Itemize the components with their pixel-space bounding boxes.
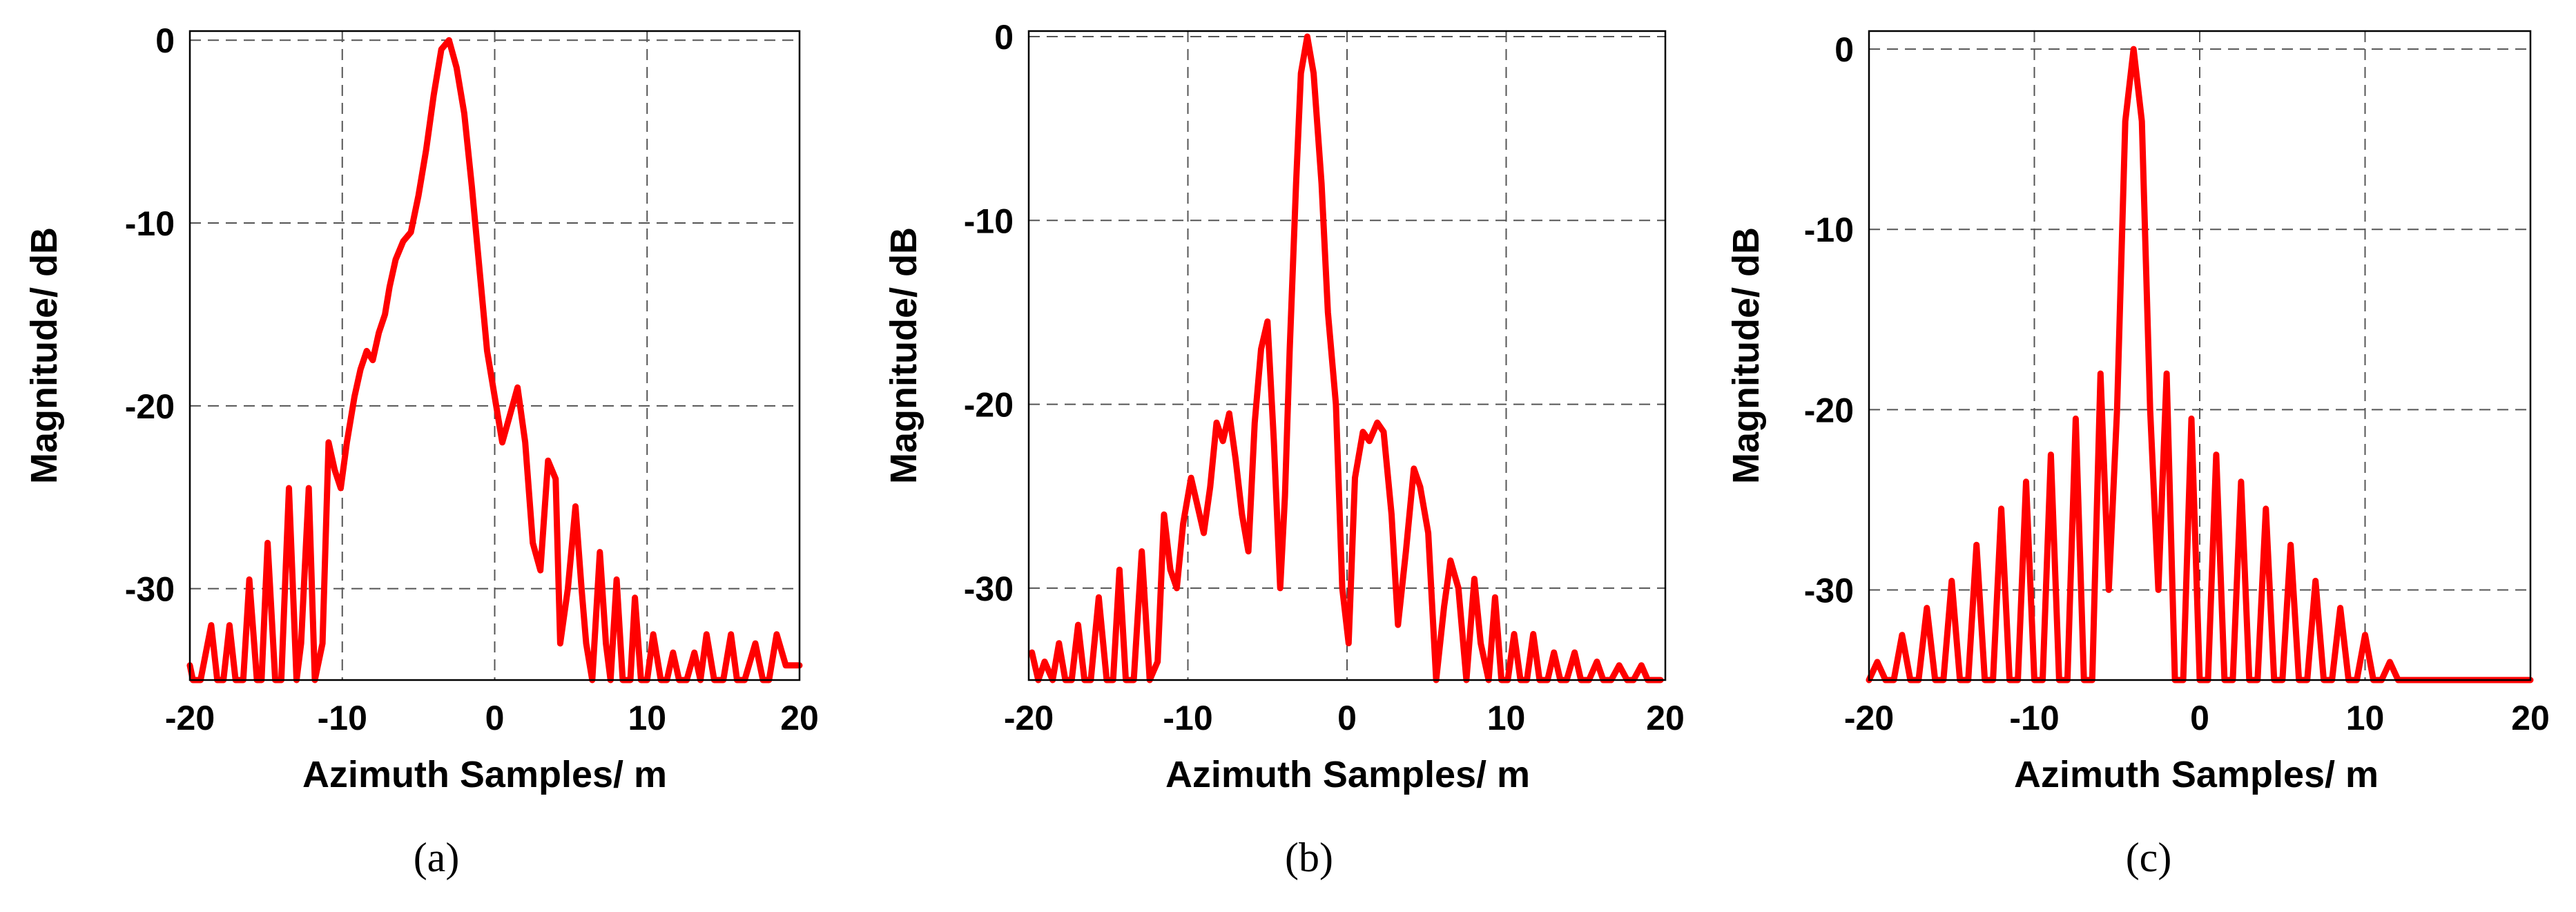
y-tick-label: -10 [125, 204, 175, 243]
y-axis-label: Magnitude/ dB [23, 227, 65, 484]
y-tick-label: -20 [1804, 391, 1854, 429]
series-line [186, 37, 803, 683]
x-tick-label: -10 [2009, 699, 2059, 737]
series-line [1029, 33, 1664, 683]
x-tick-label: 20 [780, 699, 819, 737]
y-tick-label: -10 [964, 202, 1014, 240]
y-tick-label: -10 [1804, 211, 1854, 249]
x-tick-label: 10 [628, 699, 666, 737]
y-tick-label: 0 [155, 21, 175, 60]
chart-panel-c: -20 -10 0 10 20 0 -10 -20 -30 Azimuth Samples/ m M… [1725, 30, 2550, 880]
x-tick-label: 10 [1487, 699, 1526, 737]
x-axis-label: Azimuth Samples/ m [1165, 754, 1530, 795]
plot-frame [188, 30, 801, 681]
y-tick-label: 0 [994, 18, 1014, 57]
x-tick-label: 0 [1337, 699, 1357, 737]
panels: -20 -10 0 10 20 0 -10 -20 -30 Azimuth Samples/ m M… [23, 18, 2550, 880]
y-tick-label: -20 [964, 386, 1014, 425]
x-tick-label: 20 [2511, 699, 2550, 737]
y-tick-label: -30 [964, 570, 1014, 608]
x-tick-label: -10 [1163, 699, 1212, 737]
x-tick-label: -20 [165, 699, 215, 737]
panel-caption: (c) [2126, 835, 2172, 880]
x-tick-label: 0 [2190, 699, 2209, 737]
y-tick-label: 0 [1834, 30, 1854, 69]
y-tick-label: -20 [125, 387, 175, 426]
y-axis-label: Magnitude/ dB [883, 227, 924, 484]
x-axis-label: Azimuth Samples/ m [2014, 754, 2379, 795]
chart-panel-b: -20 -10 0 10 20 0 -10 -20 -30 Azimuth Samples/ m M… [883, 18, 1685, 880]
y-tick-label: -30 [125, 570, 175, 609]
x-tick-label: 0 [485, 699, 505, 737]
panel-caption: (b) [1285, 835, 1333, 880]
x-tick-label: -10 [318, 699, 367, 737]
x-tick-label: -20 [1844, 699, 1894, 737]
chart-panel-a: -20 -10 0 10 20 0 -10 -20 -30 Azimuth Samples/ m M… [23, 21, 819, 880]
plot-frame [1027, 30, 1667, 681]
x-tick-label: 10 [2346, 699, 2385, 737]
x-axis-label: Azimuth Samples/ m [302, 754, 667, 795]
x-tick-label: -20 [1004, 699, 1054, 737]
plot-frame [1868, 30, 2532, 681]
y-axis-label: Magnitude/ dB [1725, 227, 1767, 484]
y-tick-label: -30 [1804, 571, 1854, 610]
x-tick-label: 20 [1646, 699, 1685, 737]
panel-caption: (a) [414, 835, 460, 880]
